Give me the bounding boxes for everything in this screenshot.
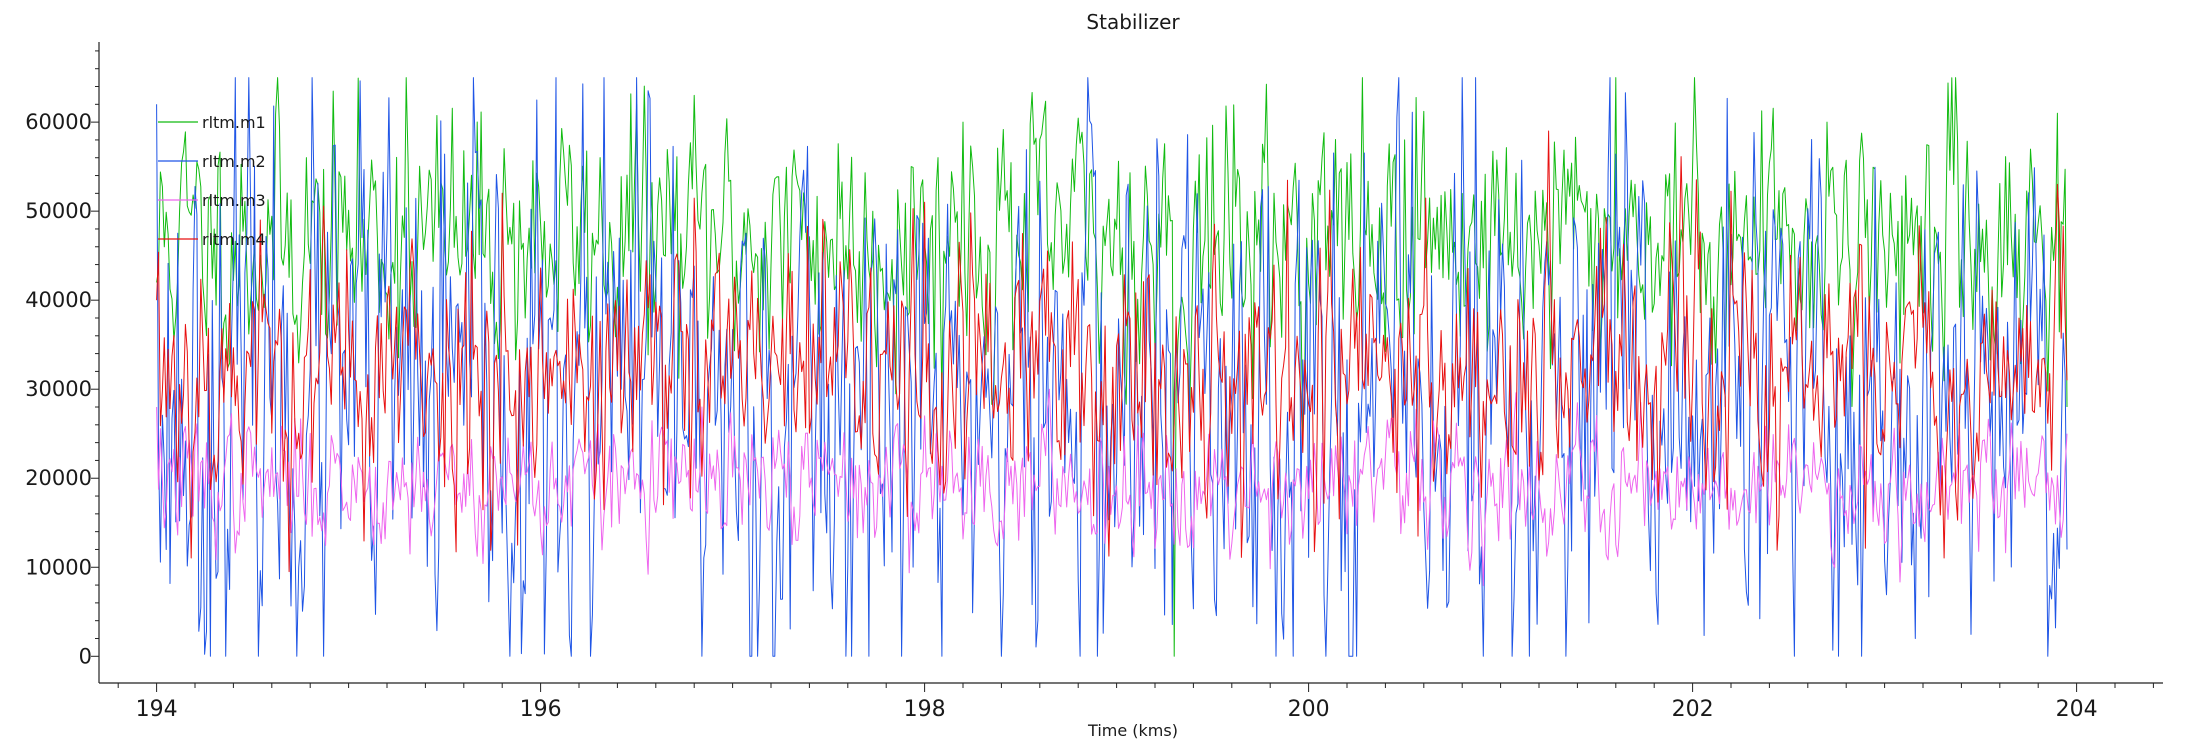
y-tick-label: 50000: [25, 199, 92, 223]
y-tick-label: 0: [79, 644, 92, 668]
y-tick-label: 60000: [25, 110, 92, 134]
legend-label: rltm.m4: [202, 230, 266, 249]
y-tick-label: 10000: [25, 555, 92, 579]
y-tick-label: 20000: [25, 466, 92, 490]
legend: rltm.m1 rltm.m2 rltm.m3 rltm.m4: [158, 113, 266, 249]
x-tick-label: 200: [1288, 697, 1330, 722]
axes-layer: 0 10000 20000 30000 40000 50000 60000 194 196 198…: [25, 42, 2163, 722]
series-line-rltm-m3: [156, 388, 2068, 587]
x-tick-label: 204: [2056, 697, 2098, 722]
x-axis-title: Time (kms): [1087, 721, 1178, 740]
series-line-rltm-m1: [156, 77, 2068, 657]
legend-label: rltm.m3: [202, 191, 266, 210]
x-tick-label: 194: [136, 697, 178, 722]
x-tick-label: 198: [904, 697, 946, 722]
legend-label: rltm.m1: [202, 113, 266, 132]
series-layer: [156, 77, 2068, 657]
legend-item: rltm.m1: [158, 113, 266, 132]
y-tick-label: 30000: [25, 377, 92, 401]
legend-item: rltm.m4: [158, 230, 266, 249]
x-tick-label: 196: [520, 697, 562, 722]
series-line-rltm-m4: [156, 130, 2068, 573]
legend-label: rltm.m2: [202, 152, 266, 171]
chart-title: Stabilizer: [1086, 10, 1180, 34]
legend-item: rltm.m2: [158, 152, 266, 171]
y-tick-label: 40000: [25, 288, 92, 312]
legend-item: rltm.m3: [158, 191, 266, 210]
x-tick-label: 202: [1672, 697, 1714, 722]
